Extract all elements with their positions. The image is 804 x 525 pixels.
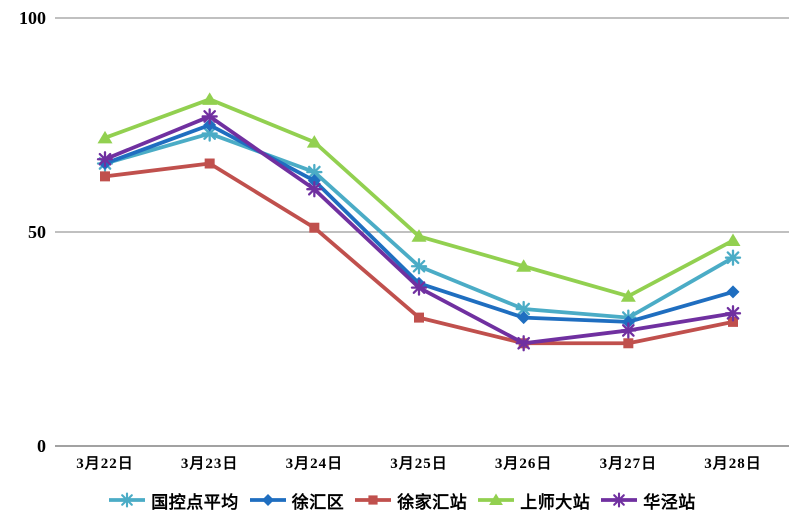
legend-key-icon — [355, 495, 392, 505]
chart-legend: 国控点平均 徐汇区 徐家汇站 上师大站 华泾站 — [0, 483, 804, 517]
square-marker-icon — [414, 312, 424, 323]
x-axis-label-1: 3月23日 — [181, 455, 239, 472]
y-axis-label-0: 0 — [37, 436, 46, 456]
legend-item-1: 徐汇区 — [249, 488, 345, 513]
y-axis-label-100: 100 — [19, 8, 46, 28]
legend-label-2: 徐家汇站 — [397, 492, 468, 512]
star-marker-icon — [724, 249, 742, 266]
legend-label-0: 国控点平均 — [151, 492, 239, 512]
star-marker-icon — [410, 258, 428, 275]
diamond-marker-icon — [726, 285, 740, 299]
triangle-marker-icon — [97, 130, 113, 144]
legend-key-icon — [109, 492, 146, 508]
square-marker-icon — [309, 222, 320, 233]
legend-item-3: 上师大站 — [477, 488, 590, 513]
x-axis-label-5: 3月27日 — [600, 455, 658, 472]
star-marker-icon — [201, 108, 218, 125]
star-marker-icon — [119, 492, 135, 508]
star-marker-icon — [515, 300, 532, 318]
legend-key-icon — [249, 494, 286, 506]
legend-item-2: 徐家汇站 — [354, 488, 467, 513]
x-axis-label-4: 3月26日 — [495, 455, 553, 472]
triangle-marker-icon — [489, 493, 504, 506]
x-axis-label-0: 3月22日 — [76, 455, 134, 472]
x-axis-label-3: 3月25日 — [390, 455, 448, 472]
triangle-marker-icon — [516, 259, 532, 272]
legend-item-0: 国控点平均 — [108, 488, 239, 513]
legend-label-4: 华泾站 — [643, 492, 696, 512]
triangle-marker-icon — [202, 92, 218, 105]
x-axis-label-6: 3月28日 — [704, 455, 762, 472]
triangle-marker-icon — [725, 233, 741, 247]
star-marker-icon — [96, 151, 114, 168]
star-marker-icon — [410, 279, 428, 296]
star-marker-icon — [620, 322, 637, 339]
square-marker-icon — [204, 158, 215, 169]
diamond-marker-icon — [261, 494, 274, 506]
legend-item-4: 华泾站 — [600, 488, 696, 513]
triangle-marker-icon — [306, 135, 322, 148]
triangle-marker-icon — [411, 229, 427, 242]
star-marker-icon — [201, 125, 218, 142]
legend-key-icon — [478, 493, 515, 506]
triangle-marker-icon — [620, 289, 636, 302]
x-axis-label-2: 3月24日 — [286, 455, 344, 472]
star-marker-icon — [724, 305, 742, 322]
diamond-marker-icon — [621, 315, 635, 329]
legend-key-icon — [601, 492, 638, 508]
diamond-marker-icon — [307, 174, 321, 188]
legend-label-3: 上师大站 — [520, 492, 591, 512]
square-marker-icon — [623, 338, 634, 349]
square-marker-icon — [728, 316, 738, 327]
diamond-marker-icon — [203, 118, 217, 132]
square-marker-icon — [100, 171, 110, 182]
star-marker-icon — [515, 335, 532, 352]
y-axis-label-50: 50 — [28, 222, 46, 242]
square-marker-icon — [368, 495, 378, 505]
star-marker-icon — [306, 181, 323, 198]
diamond-marker-icon — [517, 311, 531, 325]
legend-label-1: 徐汇区 — [291, 492, 345, 512]
star-marker-icon — [611, 492, 627, 508]
